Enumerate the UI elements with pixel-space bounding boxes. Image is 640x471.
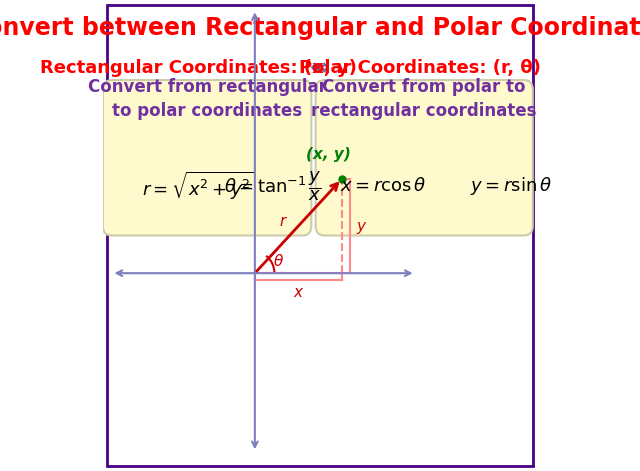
Text: $\theta = \tan^{-1}\dfrac{y}{x}$: $\theta = \tan^{-1}\dfrac{y}{x}$ [225, 169, 322, 203]
FancyBboxPatch shape [316, 80, 532, 236]
FancyBboxPatch shape [108, 5, 532, 466]
Text: $\theta$: $\theta$ [273, 253, 284, 269]
Text: x: x [294, 284, 303, 300]
Text: Convert from rectangular
to polar coordinates: Convert from rectangular to polar coordi… [88, 78, 326, 120]
Text: $x = r\cos\theta$        $y = r\sin\theta$: $x = r\cos\theta$ $y = r\sin\theta$ [340, 175, 552, 197]
Text: (x, y): (x, y) [307, 147, 351, 162]
Text: ⇔: ⇔ [310, 57, 330, 80]
Text: Polar Coordinates: (r, θ): Polar Coordinates: (r, θ) [299, 59, 541, 77]
Text: $r = \sqrt{x^2 + y^2}$: $r = \sqrt{x^2 + y^2}$ [142, 170, 255, 202]
Text: r: r [280, 214, 286, 229]
FancyBboxPatch shape [103, 80, 311, 236]
Text: Rectangular Coordinates: (x, y): Rectangular Coordinates: (x, y) [40, 59, 357, 77]
Text: y: y [356, 219, 365, 234]
Text: Convert between Rectangular and Polar Coordinates: Convert between Rectangular and Polar Co… [0, 16, 640, 40]
Text: Convert from polar to
rectangular coordinates: Convert from polar to rectangular coordi… [312, 78, 537, 120]
